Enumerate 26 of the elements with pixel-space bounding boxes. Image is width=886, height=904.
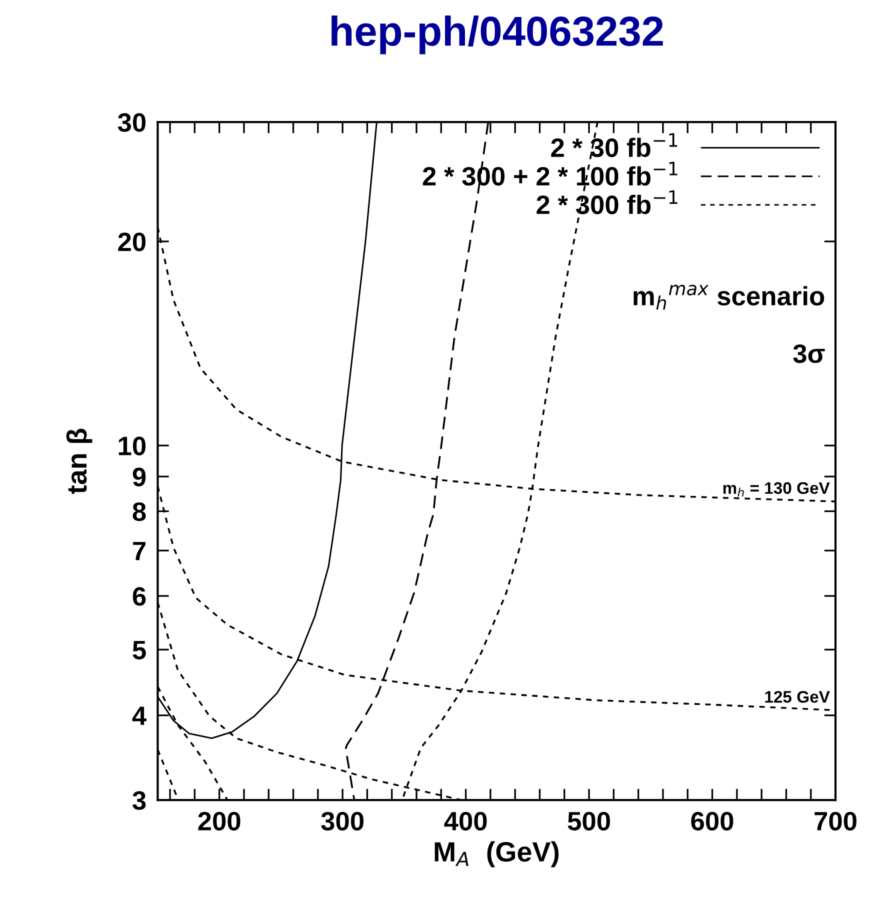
chart-title: hep-ph/04063232	[332, 15, 663, 54]
y-tick-label: 5	[132, 641, 146, 660]
y-tick-label: 6	[132, 587, 146, 606]
annotation: 3σ	[793, 344, 825, 364]
y-tick-label: 8	[132, 502, 146, 522]
y-tick-label: 3	[132, 791, 146, 810]
y-tick-label: 10	[118, 436, 146, 456]
x-tick-label: 400	[444, 812, 487, 831]
y-tick-label: 4	[132, 706, 146, 725]
x-tick-label: 500	[568, 812, 610, 831]
x-tick-label: 700	[814, 812, 856, 831]
annotation: 125 GeV	[765, 690, 830, 703]
y-tick-label: 7	[133, 542, 146, 560]
legend-label: 2 * 300 fb$^{−1}$	[536, 190, 678, 214]
x-tick-label: 600	[691, 812, 734, 831]
y-tick-label: 9	[132, 468, 146, 486]
x-tick-label: 300	[321, 812, 364, 831]
y-tick-label: 30	[118, 113, 146, 132]
x-tick-label: 200	[198, 812, 240, 831]
annotation: m$_{h}$$^{max}$ scenario	[634, 284, 824, 310]
y-axis-title: tan β	[66, 428, 92, 494]
y-tick-label: 20	[118, 232, 146, 252]
x-axis-title: M$_{A}$ (GeV)	[434, 841, 559, 868]
legend-label: 2 * 300 + 2 * 100 fb$^{−1}$	[422, 162, 678, 186]
legend-label: 2 * 30 fb$^{−1}$	[551, 133, 678, 158]
annotation: m$_{h}$ = 130 GeV	[723, 482, 830, 497]
